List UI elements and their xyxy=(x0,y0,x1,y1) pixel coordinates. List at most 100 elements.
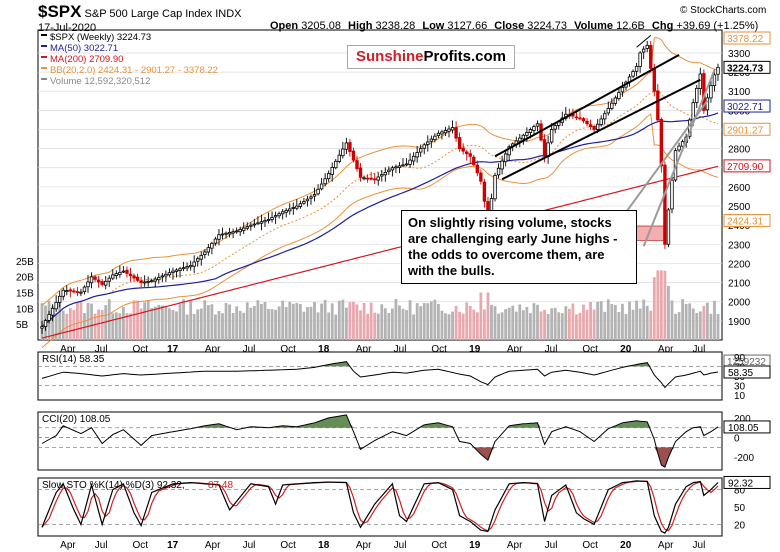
close-label: Close xyxy=(494,20,525,32)
price-tag-box xyxy=(723,31,771,45)
candle-body xyxy=(82,286,87,293)
legend-swatch xyxy=(41,78,47,80)
candle-body xyxy=(355,160,359,170)
bottom-x-label: Apr xyxy=(658,540,674,551)
candle-body xyxy=(450,127,455,131)
candle-body xyxy=(362,177,366,180)
volume-bar xyxy=(277,306,281,340)
candle-body xyxy=(443,130,448,134)
volume-bar xyxy=(203,300,207,340)
cci-last-value: 108.05 xyxy=(728,423,759,434)
volume-bar xyxy=(398,305,401,340)
candle-body xyxy=(610,102,614,109)
candle-body xyxy=(263,220,267,223)
volume-bar xyxy=(118,313,122,340)
volume-bar xyxy=(610,304,614,340)
volume-bar xyxy=(238,310,242,340)
volume-bar xyxy=(54,312,58,340)
bollinger-lower xyxy=(41,113,719,349)
candle-body xyxy=(309,196,313,199)
candle-body xyxy=(224,232,228,235)
candle-body xyxy=(43,320,48,328)
volume-bar xyxy=(454,305,458,340)
volume-bar xyxy=(164,306,168,340)
volume-bar xyxy=(412,314,416,340)
volume-bar xyxy=(185,314,189,340)
candle-body xyxy=(245,226,249,229)
candle-body xyxy=(641,48,646,53)
stoch-title: Slow STO %K(14) %D(3) 92.32, xyxy=(42,480,185,491)
volume-bar xyxy=(433,299,437,340)
ma200-line xyxy=(41,165,719,339)
bottom-x-label: Oct xyxy=(431,540,447,551)
stoch-tick-label: 20 xyxy=(734,520,746,531)
volume-bar xyxy=(667,285,670,340)
candle-body xyxy=(666,209,671,245)
candle-body xyxy=(535,123,540,127)
candle-body xyxy=(164,273,168,277)
candle-body xyxy=(677,145,681,151)
candle-body xyxy=(348,142,352,152)
legend-entry: Volume 12,592,320,512 xyxy=(50,76,150,87)
volume-bar xyxy=(705,302,709,340)
logo-part-1: Sunshine xyxy=(355,48,424,65)
volume-bar xyxy=(617,312,621,340)
candle-body xyxy=(337,154,341,162)
volume-bar xyxy=(684,303,688,340)
candle-body xyxy=(380,174,384,177)
volume-bar xyxy=(656,270,660,340)
candle-body xyxy=(86,281,90,288)
cci-tick-label: 200 xyxy=(734,414,751,425)
candle-body xyxy=(40,326,44,329)
price-x-label: 20 xyxy=(620,344,632,355)
candle-body xyxy=(631,71,635,77)
volume-bar xyxy=(182,299,185,340)
volume-bar xyxy=(153,306,157,340)
volume-bar xyxy=(263,301,267,340)
volume-bar xyxy=(327,312,331,340)
candle-body xyxy=(65,290,69,293)
candle-body xyxy=(125,269,129,274)
candle-body xyxy=(461,147,465,152)
volume-bar xyxy=(613,305,617,340)
top-trend-line xyxy=(636,34,652,48)
volume-bar xyxy=(472,309,476,340)
volume-bar xyxy=(252,306,256,340)
candle-body xyxy=(383,171,388,176)
volume-bar xyxy=(373,312,377,340)
candle-body xyxy=(181,267,186,270)
volume-bar xyxy=(553,307,557,340)
candle-body xyxy=(344,142,349,150)
bottom-x-label: Oct xyxy=(582,540,598,551)
volume-bar xyxy=(405,310,408,340)
candle-body xyxy=(663,164,667,245)
volume-bar xyxy=(231,312,235,340)
candle-body xyxy=(167,272,172,276)
volume-bar xyxy=(688,303,692,340)
rsi-tick-label: 30 xyxy=(734,382,746,393)
candle-body xyxy=(482,181,487,202)
volume-bar xyxy=(493,306,497,340)
candle-body xyxy=(188,264,193,268)
candle-body xyxy=(659,118,664,167)
volume-bar xyxy=(511,305,515,340)
channel-lower-line xyxy=(501,78,701,181)
candle-body xyxy=(75,291,80,293)
candle-body xyxy=(288,208,292,212)
bottom-x-label: Apr xyxy=(356,540,372,551)
volume-bar xyxy=(578,312,582,340)
cci-line xyxy=(41,414,719,468)
candle-body xyxy=(411,155,416,162)
candle-body xyxy=(298,203,303,207)
stoch-last-value: 92.32 xyxy=(728,478,753,489)
volume-bar xyxy=(139,308,143,340)
volume-bar xyxy=(560,313,564,340)
candle-body xyxy=(493,175,497,200)
volume-bar xyxy=(111,313,115,340)
symbol-title: $SPX S&P 500 Large Cap Index INDX xyxy=(38,2,242,22)
legend-swatch xyxy=(41,67,47,69)
price-x-label: Apr xyxy=(356,344,372,355)
volume-bar xyxy=(546,314,550,340)
bottom-x-label: Jul xyxy=(243,540,256,551)
volume-bar xyxy=(355,304,359,340)
